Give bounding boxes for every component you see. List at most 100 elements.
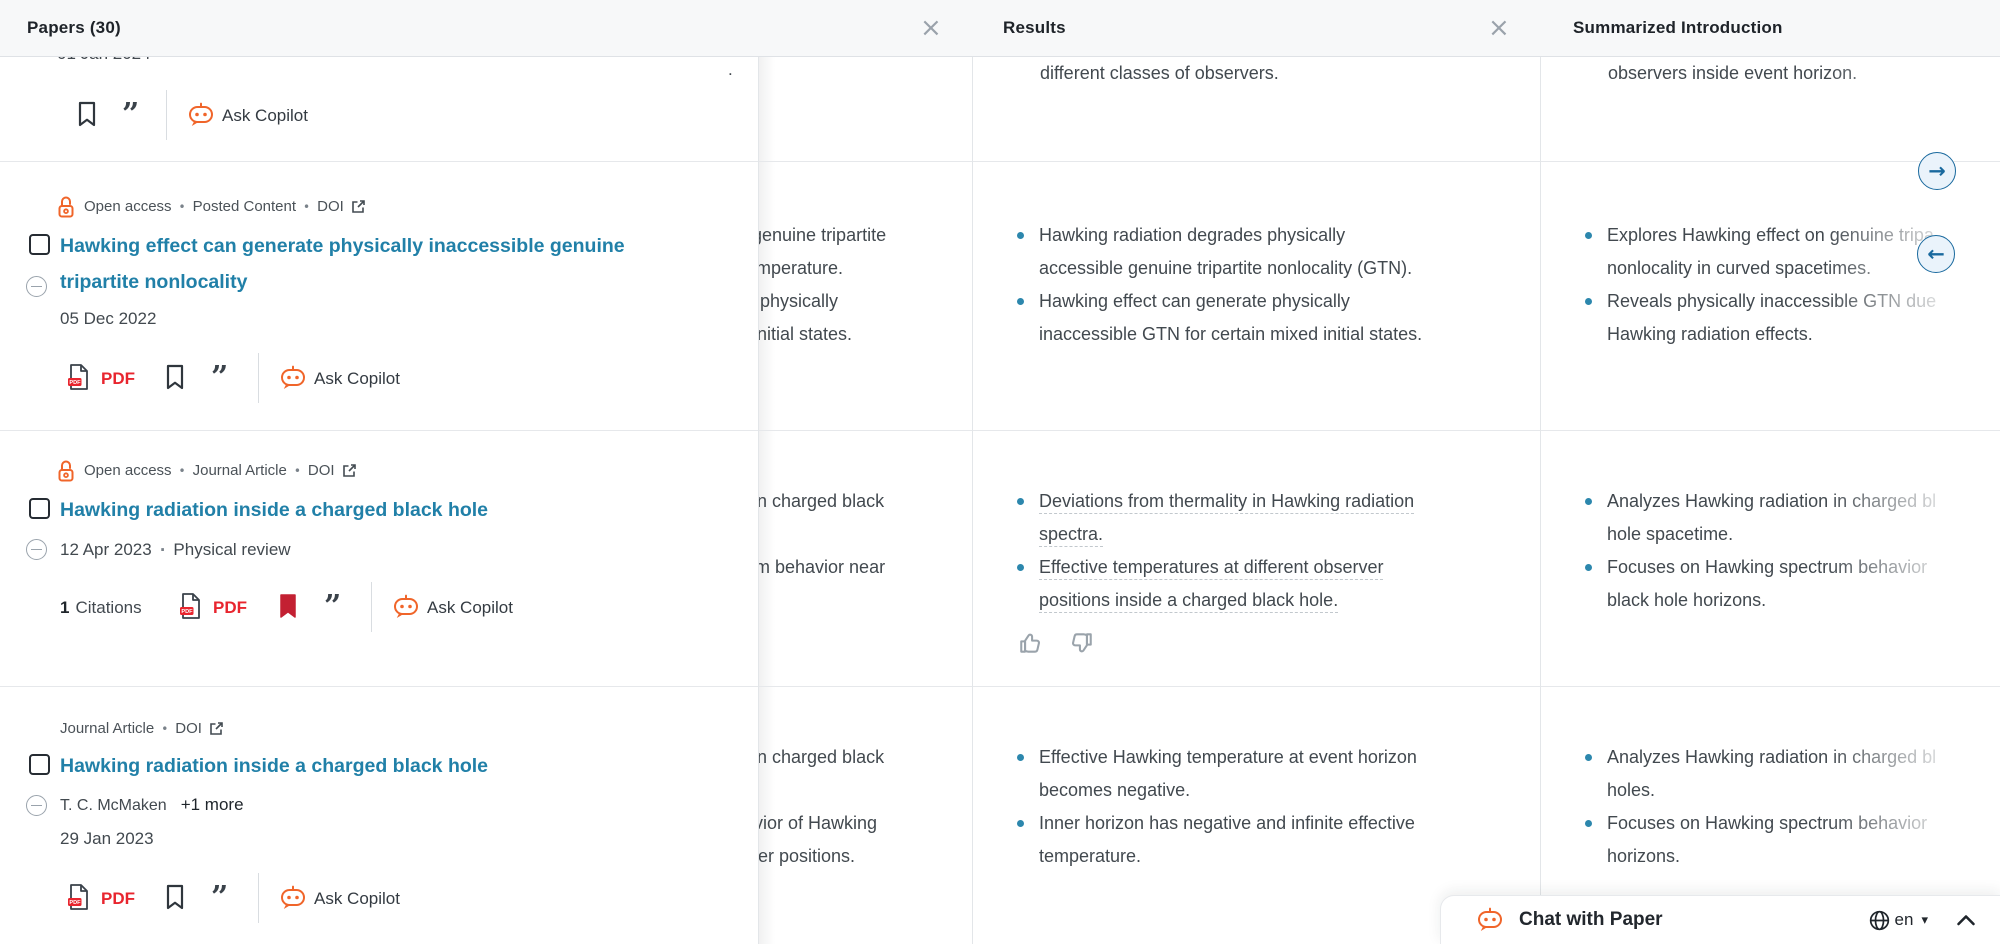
ask-copilot-button[interactable]: Ask Copilot [427,598,513,617]
expand-chat-icon[interactable] [1956,914,1976,926]
paper-checkbox[interactable] [29,234,50,255]
summary-text-line: Explores Hawking effect on genuine tripa [1607,225,1934,245]
thumbs-down-button[interactable] [1068,630,1094,656]
summary-bullet: Focuses on Hawking spectrum behavior hor… [1582,807,1936,873]
pdf-button[interactable]: PDF [101,889,135,908]
result-bullet: Hawking effect can generate physically i… [1014,285,1422,351]
result-link-line[interactable]: spectra. [1039,524,1104,544]
ask-copilot-button[interactable]: Ask Copilot [314,889,400,908]
paper-meta: Open access • Posted Content • DOI [55,193,366,220]
result-bullet: Hawking radiation degrades physically ac… [1014,219,1422,285]
copilot-icon[interactable] [186,100,216,130]
row-divider [0,686,2000,687]
cite-quote-icon[interactable]: ” [122,97,140,132]
paper-title-link[interactable]: Hawking effect can generate physically i… [60,228,625,300]
copilot-icon[interactable] [391,592,421,622]
chat-with-paper-label: Chat with Paper [1519,909,1663,930]
doi-link[interactable]: DOI [175,720,202,737]
result-bullet: Effective Hawking temperature at event h… [1014,741,1417,807]
ask-copilot-button[interactable]: Ask Copilot [222,106,308,125]
cite-quote-icon[interactable]: ” [324,589,342,624]
chat-with-paper-bar[interactable]: Chat with Paper en ▾ [1440,895,2000,944]
language-selector[interactable]: en ▾ [1868,909,1928,932]
paper-checkbox[interactable] [29,754,50,775]
result-bullet: Deviations from thermality in Hawking ra… [1014,485,1414,551]
scroll-left-button[interactable]: ← [1917,235,1955,273]
summary-text-line: holes. [1607,780,1656,800]
summary-text-line: Focuses on Hawking spectrum behavior [1607,557,1928,577]
pdf-button[interactable]: PDF [213,598,247,617]
paper-title-link[interactable]: Hawking radiation inside a charged black… [60,755,489,777]
scroll-right-button[interactable]: → [1918,152,1956,190]
collapse-row-icon[interactable] [26,276,47,297]
truncated-text-line: mperature. [756,258,844,278]
summary-text-line: Focuses on Hawking spectrum behavior [1607,813,1928,833]
column-divider [972,0,973,944]
divider [258,873,259,923]
summary-cell: Analyzes Hawking radiation in charged bl… [1582,485,1936,617]
external-link-icon[interactable] [342,463,357,478]
bullet-dot [1585,754,1592,761]
column-summarized-introduction: observers inside event horizon. Explores… [1541,0,2000,944]
bullet-dot [1017,232,1024,239]
truncated-text-line: n charged black [757,747,885,767]
bookmark-icon[interactable] [76,101,98,127]
open-access-icon [55,457,77,484]
dot-separator: • [293,463,301,478]
pdf-icon[interactable] [66,363,90,391]
copilot-icon[interactable] [278,883,308,913]
paper-meta: Journal Article • DOI [60,720,224,737]
row-divider [0,430,2000,431]
pdf-button[interactable]: PDF [101,369,135,388]
result-text-line: Inner horizon has negative and infinite … [1039,813,1415,833]
thumbs-up-button[interactable] [1018,630,1044,656]
doi-link[interactable]: DOI [317,198,344,215]
paper-title-line[interactable]: tripartite nonlocality [60,271,248,293]
collapse-row-icon[interactable] [26,795,47,816]
column-divider [1540,0,1541,944]
bullet-dot [1017,820,1024,827]
copilot-icon[interactable] [278,363,308,393]
result-bullet: Effective temperatures at different obse… [1014,551,1414,617]
bookmark-icon[interactable] [164,364,186,390]
paper-checkbox[interactable] [29,498,50,519]
result-text-line: inaccessible GTN for certain mixed initi… [1039,324,1423,344]
doi-link[interactable]: DOI [307,462,335,479]
citations-count[interactable]: 1 Citations [60,598,142,618]
paper-title-link[interactable]: Hawking radiation inside a charged black… [60,499,489,521]
result-text-line: Effective Hawking temperature at event h… [1039,747,1417,767]
external-link-icon[interactable] [209,721,224,736]
cite-quote-icon[interactable]: ” [211,880,229,915]
close-column-icon[interactable]: × [920,13,942,43]
caret-down-icon: ▾ [1921,912,1928,928]
external-link-icon[interactable] [351,199,366,214]
result-link-line[interactable]: positions inside a charged black hole. [1039,590,1339,610]
paper-title-line[interactable]: Hawking effect can generate physically i… [60,235,625,257]
pdf-icon[interactable] [66,883,90,911]
result-link-line[interactable]: Effective temperatures at different obse… [1039,557,1384,577]
close-column-icon[interactable]: × [1488,13,1510,43]
collapse-row-icon[interactable] [26,539,47,560]
column-results: different classes of observers. Hawking … [973,0,1540,944]
citations-word: Citations [75,598,142,617]
bookmark-icon[interactable] [164,884,186,910]
result-link-line[interactable]: Deviations from thermality in Hawking ra… [1039,491,1415,511]
bullet-dot [1585,232,1592,239]
pdf-icon[interactable] [178,592,202,620]
result-text-line: temperature. [1039,846,1142,866]
summary-bullet: Analyzes Hawking radiation in charged bl… [1582,485,1936,551]
more-authors-link[interactable]: +1 more [180,795,244,814]
paper-meta: Open access • Journal Article • DOI [55,457,357,484]
summary-cell: Explores Hawking effect on genuine tripa… [1582,219,1936,351]
result-text-line: becomes negative. [1039,780,1191,800]
ask-copilot-button[interactable]: Ask Copilot [314,369,400,388]
paper-date: 12 Apr 2023 [60,540,152,559]
bookmark-filled-icon[interactable] [277,593,299,619]
dot-separator: • [161,721,169,736]
dot-separator: • [178,199,186,214]
truncated-text-line: physically [760,291,839,311]
cite-quote-icon[interactable]: ” [211,360,229,395]
globe-icon [1868,909,1891,932]
summary-bullet: Focuses on Hawking spectrum behavior bla… [1582,551,1936,617]
